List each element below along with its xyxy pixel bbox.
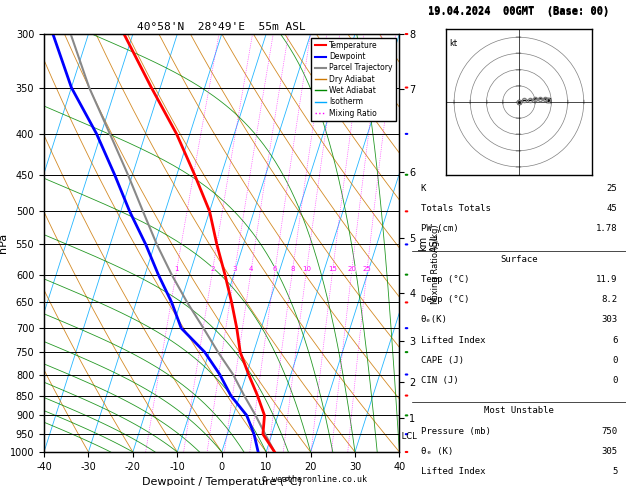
Text: 1: 1 [175, 266, 179, 272]
Title: 40°58'N  28°49'E  55m ASL: 40°58'N 28°49'E 55m ASL [137, 22, 306, 32]
Text: 750: 750 [601, 427, 617, 435]
Text: Mixing Ratio (g/kg): Mixing Ratio (g/kg) [431, 224, 440, 304]
Text: © weatheronline.co.uk: © weatheronline.co.uk [262, 474, 367, 484]
Text: 303: 303 [601, 315, 617, 325]
Text: 6: 6 [273, 266, 277, 272]
Text: 15: 15 [328, 266, 337, 272]
Text: 1.78: 1.78 [596, 225, 617, 233]
Text: 25: 25 [363, 266, 372, 272]
Text: Surface: Surface [500, 255, 538, 264]
Text: 11.9: 11.9 [596, 275, 617, 284]
Text: Totals Totals: Totals Totals [421, 204, 491, 213]
Text: PW (cm): PW (cm) [421, 225, 458, 233]
Text: 8.2: 8.2 [601, 295, 617, 304]
Text: 20: 20 [348, 266, 357, 272]
Text: 0: 0 [612, 356, 617, 365]
Text: Pressure (mb): Pressure (mb) [421, 427, 491, 435]
Text: Temp (°C): Temp (°C) [421, 275, 469, 284]
Text: 10: 10 [302, 266, 311, 272]
Y-axis label: km
ASL: km ASL [418, 234, 440, 252]
X-axis label: Dewpoint / Temperature (°C): Dewpoint / Temperature (°C) [142, 477, 302, 486]
Text: CIN (J): CIN (J) [421, 376, 458, 385]
Text: kt: kt [449, 39, 457, 48]
Text: K: K [421, 184, 426, 193]
Text: 19.04.2024  00GMT  (Base: 00): 19.04.2024 00GMT (Base: 00) [428, 6, 610, 16]
Text: Most Unstable: Most Unstable [484, 406, 554, 416]
Text: 25: 25 [606, 184, 617, 193]
Text: θₑ (K): θₑ (K) [421, 447, 453, 456]
Text: CAPE (J): CAPE (J) [421, 356, 464, 365]
Text: 45: 45 [606, 204, 617, 213]
Text: 3: 3 [233, 266, 237, 272]
Text: Lifted Index: Lifted Index [421, 467, 485, 476]
Text: 0: 0 [612, 376, 617, 385]
Text: θₑ(K): θₑ(K) [421, 315, 447, 325]
Text: Dewp (°C): Dewp (°C) [421, 295, 469, 304]
Text: 6: 6 [612, 336, 617, 345]
Text: 19.04.2024  00GMT  (Base: 00): 19.04.2024 00GMT (Base: 00) [428, 7, 610, 17]
Text: LCL: LCL [399, 432, 417, 441]
Y-axis label: hPa: hPa [0, 233, 8, 253]
Text: 2: 2 [211, 266, 215, 272]
Legend: Temperature, Dewpoint, Parcel Trajectory, Dry Adiabat, Wet Adiabat, Isotherm, Mi: Temperature, Dewpoint, Parcel Trajectory… [311, 38, 396, 121]
Text: 305: 305 [601, 447, 617, 456]
Text: 8: 8 [291, 266, 295, 272]
Text: 5: 5 [612, 467, 617, 476]
Text: Lifted Index: Lifted Index [421, 336, 485, 345]
Text: 4: 4 [249, 266, 253, 272]
